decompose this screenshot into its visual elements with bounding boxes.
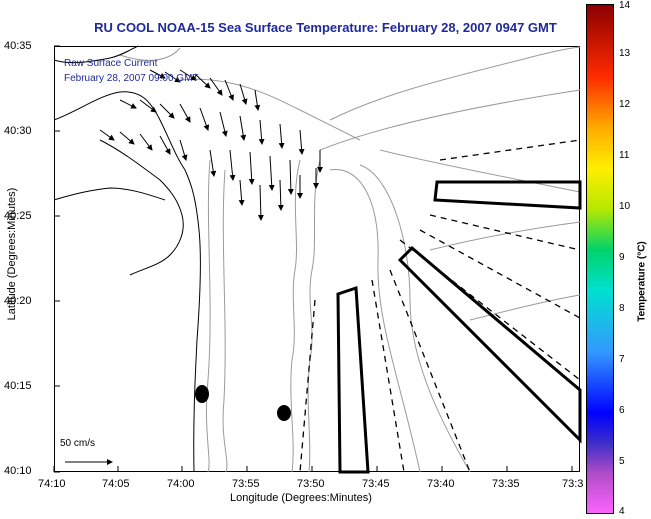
station-marker-2 (277, 405, 291, 421)
x-tick-label: 73:3 (562, 478, 584, 490)
colorbar-tick: 7 (619, 354, 625, 365)
survey-boxes (336, 180, 582, 474)
colorbar-tick: 13 (619, 48, 631, 59)
y-tick-label: 40:15 (4, 380, 32, 392)
colorbar-tick: 6 (619, 405, 625, 416)
y-tick-label: 40:25 (4, 210, 32, 222)
y-axis-label: Latitude (Degrees:Minutes) (6, 187, 18, 321)
x-tick-label: 74:00 (167, 478, 195, 490)
x-tick-label: 73:40 (427, 478, 455, 490)
legend-line-1: Raw Surface Current (64, 58, 158, 69)
x-tick-label: 74:10 (38, 478, 66, 490)
vector-scale-label: 50 cm/s (60, 438, 96, 449)
x-tick-label: 73:45 (362, 478, 390, 490)
y-tick-label: 40:10 (4, 465, 32, 477)
colorbar-tick: 10 (619, 201, 631, 212)
y-tick-label: 40:20 (4, 295, 32, 307)
colorbar-tick: 5 (619, 456, 625, 467)
legend-line-2: February 28, 2007 09:00 GMT (64, 73, 199, 84)
x-tick-label: 73:55 (232, 478, 260, 490)
bathymetry-contours (119, 46, 581, 473)
coastline (53, 45, 201, 473)
current-legend: Raw Surface Current February 28, 2007 09… (64, 56, 199, 86)
radar-beam-lines (299, 139, 581, 473)
page-title: RU COOL NOAA-15 Sea Surface Temperature:… (94, 20, 557, 35)
station-marker-1 (195, 385, 209, 403)
x-tick-label: 73:50 (297, 478, 325, 490)
colorbar-tick: 9 (619, 252, 625, 263)
colorbar-tick: 12 (619, 99, 631, 110)
x-tick-label: 73:35 (492, 478, 520, 490)
y-tick-label: 40:35 (4, 40, 32, 52)
colorbar-tick: 8 (619, 303, 625, 314)
colorbar-tick: 4 (619, 506, 625, 517)
x-axis-label: Longitude (Degrees:Minutes) (230, 492, 372, 504)
y-tick-label: 40:30 (4, 125, 32, 137)
colorbar-tick: 14 (619, 0, 631, 11)
colorbar-tick: 11 (619, 150, 630, 161)
temperature-colorbar (586, 4, 614, 514)
axis-ticks (53, 45, 573, 473)
x-tick-label: 74:05 (102, 478, 130, 490)
current-vectors (65, 69, 323, 465)
map-frame[interactable] (54, 46, 580, 472)
colorbar-label: Temperature (°C) (636, 241, 648, 322)
